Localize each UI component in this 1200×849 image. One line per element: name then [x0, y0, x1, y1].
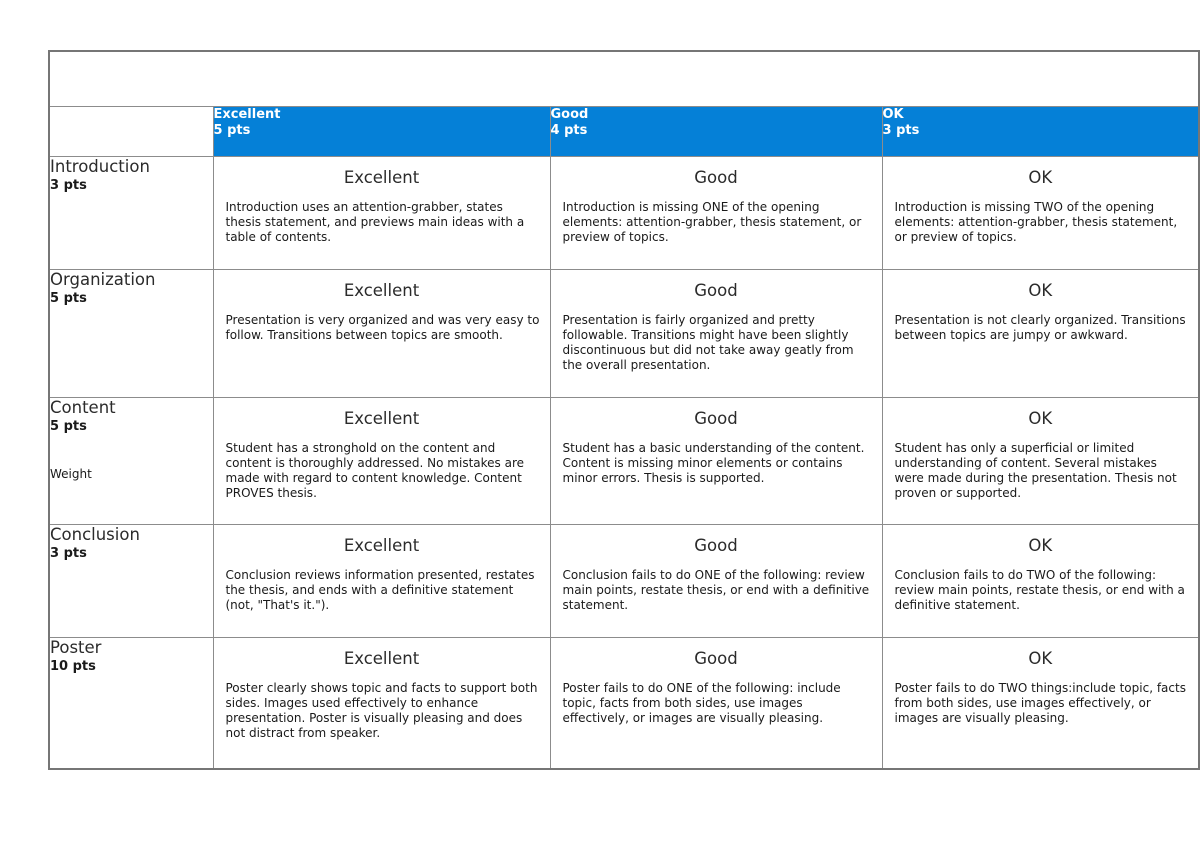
criterion-name: Organization: [50, 269, 156, 289]
cell-grade-title: Excellent: [343, 167, 420, 187]
cell-grade-title: Excellent: [343, 535, 420, 555]
cell-grade-title: OK: [1028, 280, 1053, 300]
cell-organization-excellent: Excellent Presentation is very organized…: [212, 268, 551, 398]
rubric-table: Excellent 5 pts Good 4 pts OK 3 pts Intr…: [48, 50, 1200, 770]
cell-grade-title: Excellent: [343, 408, 420, 428]
header-cell-excellent: Excellent 5 pts: [212, 105, 551, 157]
criterion-name: Content: [50, 397, 116, 417]
criterion-points: 3 pts: [50, 545, 87, 561]
cell-grade-title: OK: [1028, 648, 1053, 668]
cell-content-excellent: Excellent Student has a stronghold on th…: [212, 396, 551, 525]
criterion-cell-poster: Poster 10 pts: [48, 636, 214, 770]
cell-description: Conclusion fails to do ONE of the follow…: [562, 567, 870, 612]
cell-description: Presentation is very organized and was v…: [225, 312, 540, 342]
cell-description: Conclusion fails to do TWO of the follow…: [894, 567, 1185, 612]
row-content: Content 5 pts Weight Excellent Student h…: [48, 396, 1200, 525]
cell-grade-title: Excellent: [343, 648, 420, 668]
cell-poster-excellent: Excellent Poster clearly shows topic and…: [212, 636, 551, 770]
header-row: Excellent 5 pts Good 4 pts OK 3 pts: [48, 105, 1200, 157]
cell-conclusion-ok: OK Conclusion fails to do TWO of the fol…: [881, 523, 1200, 638]
cell-description: Conclusion reviews information presented…: [225, 567, 535, 612]
cell-description: Poster fails to do TWO things:include to…: [894, 680, 1186, 725]
cell-introduction-good: Good Introduction is missing ONE of the …: [549, 155, 883, 270]
cell-description: Student has a basic understanding of the…: [562, 440, 865, 485]
cell-grade-title: Good: [694, 535, 738, 555]
cell-grade-title: OK: [1028, 408, 1053, 428]
header-label: Excellent: [213, 106, 281, 122]
cell-description: Poster fails to do ONE of the following:…: [562, 680, 841, 725]
cell-description: Poster clearly shows topic and facts to …: [225, 680, 538, 741]
cell-organization-good: Good Presentation is fairly organized an…: [549, 268, 883, 398]
criterion-points: 3 pts: [50, 177, 87, 193]
criterion-cell-content: Content 5 pts Weight: [48, 396, 214, 525]
header-cell-good: Good 4 pts: [549, 105, 883, 157]
cell-introduction-ok: OK Introduction is missing TWO of the op…: [881, 155, 1200, 270]
cell-conclusion-good: Good Conclusion fails to do ONE of the f…: [549, 523, 883, 638]
header-label: OK: [882, 106, 904, 122]
header-corner-cell: [48, 105, 214, 157]
row-introduction: Introduction 3 pts Excellent Introductio…: [48, 155, 1200, 270]
cell-description: Presentation is not clearly organized. T…: [894, 312, 1186, 342]
cell-description: Student has only a superficial or limite…: [894, 440, 1177, 501]
cell-content-ok: OK Student has only a superficial or lim…: [881, 396, 1200, 525]
cell-description: Introduction is missing TWO of the openi…: [894, 199, 1178, 244]
row-conclusion: Conclusion 3 pts Excellent Conclusion re…: [48, 523, 1200, 638]
criterion-points: 5 pts: [50, 290, 87, 306]
cell-grade-title: Good: [694, 167, 738, 187]
header-points: 5 pts: [213, 122, 251, 138]
cell-description: Introduction is missing ONE of the openi…: [562, 199, 862, 244]
criterion-cell-organization: Organization 5 pts: [48, 268, 214, 398]
cell-conclusion-excellent: Excellent Conclusion reviews information…: [212, 523, 551, 638]
header-points: 3 pts: [882, 122, 920, 138]
criterion-points: 5 pts: [50, 418, 87, 434]
criterion-cell-conclusion: Conclusion 3 pts: [48, 523, 214, 638]
cell-grade-title: OK: [1028, 167, 1053, 187]
criterion-name: Conclusion: [50, 524, 140, 544]
cell-description: Student has a stronghold on the content …: [225, 440, 525, 501]
cell-description: Introduction uses an attention-grabber, …: [225, 199, 525, 244]
cell-introduction-excellent: Excellent Introduction uses an attention…: [212, 155, 551, 270]
cell-grade-title: Good: [694, 648, 738, 668]
cell-poster-good: Good Poster fails to do ONE of the follo…: [549, 636, 883, 770]
criterion-cell-introduction: Introduction 3 pts: [48, 155, 214, 270]
cell-poster-ok: OK Poster fails to do TWO things:include…: [881, 636, 1200, 770]
cell-grade-title: Excellent: [343, 280, 420, 300]
row-poster: Poster 10 pts Excellent Poster clearly s…: [48, 636, 1200, 770]
empty-top-row: [48, 50, 1200, 107]
cell-grade-title: OK: [1028, 535, 1053, 555]
cell-description: Presentation is fairly organized and pre…: [562, 312, 854, 373]
header-cell-ok: OK 3 pts: [881, 105, 1200, 157]
criterion-points: 10 pts: [50, 658, 96, 674]
cell-content-good: Good Student has a basic understanding o…: [549, 396, 883, 525]
cell-grade-title: Good: [694, 280, 738, 300]
header-points: 4 pts: [550, 122, 588, 138]
criterion-name: Poster: [50, 637, 102, 657]
criterion-name: Introduction: [50, 156, 150, 176]
row-organization: Organization 5 pts Excellent Presentatio…: [48, 268, 1200, 398]
cell-organization-ok: OK Presentation is not clearly organized…: [881, 268, 1200, 398]
header-label: Good: [550, 106, 589, 122]
criterion-note: Weight: [50, 466, 92, 481]
cell-grade-title: Good: [694, 408, 738, 428]
empty-top-cell: [48, 50, 1200, 107]
